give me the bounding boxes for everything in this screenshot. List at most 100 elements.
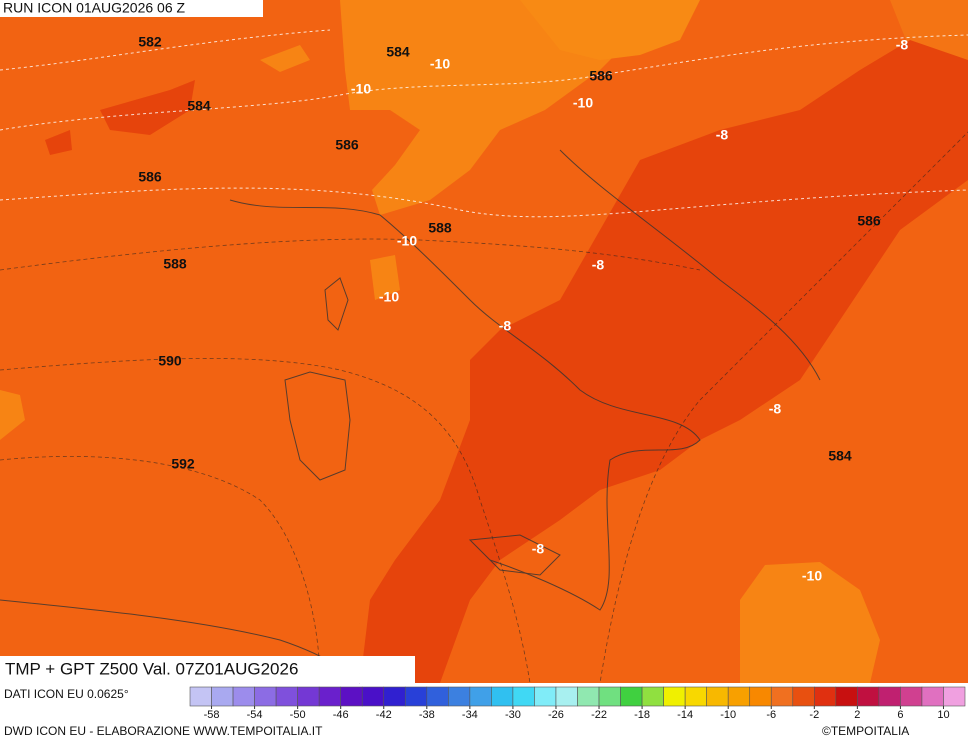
colorbar-swatch <box>900 686 923 707</box>
colorbar-tick-label: -30 <box>505 709 521 721</box>
contour-label: 592 <box>171 456 195 472</box>
contour-line <box>599 131 968 684</box>
colorbar-swatch <box>857 686 880 707</box>
isoline <box>0 187 968 218</box>
colorbar-tick-label: 10 <box>937 709 949 721</box>
colorbar-swatch <box>534 686 557 707</box>
colorbar: -58 -54 -50 -46 -42 -38 -34 -30 -26 -22 -18 -14 -10-… <box>189 686 966 721</box>
colorbar-swatch <box>491 686 514 707</box>
contour-label: 586 <box>138 169 162 185</box>
warm-area <box>740 562 880 683</box>
colorbar-swatch <box>189 686 212 707</box>
coastline <box>229 199 701 611</box>
colorbar-swatch <box>512 686 535 707</box>
temperature-label: -10 <box>351 81 371 97</box>
colorbar-tick-label: -14 <box>677 709 693 721</box>
contour-label: 588 <box>428 220 452 236</box>
colorbar-tick-label: -46 <box>333 709 349 721</box>
temperature-label: -8 <box>896 37 909 53</box>
contour-label: 586 <box>857 213 881 229</box>
colorbar-swatch <box>770 686 794 707</box>
contour-label: 582 <box>138 34 162 50</box>
isotherms <box>0 29 968 218</box>
colorbar-swatch <box>943 686 966 707</box>
run-label: RUN ICON 01AUG2026 06 Z <box>3 0 186 16</box>
colorbar-tick-label: -58 <box>204 709 220 721</box>
colorbar-swatch <box>598 686 621 707</box>
colorbar-swatch <box>878 686 901 707</box>
colorbar-tick-label: -22 <box>591 709 607 721</box>
contour-label: 590 <box>158 353 182 369</box>
colorbar-swatch <box>340 686 363 707</box>
warm-area <box>520 0 700 60</box>
colorbar-tick-label: -54 <box>247 709 263 721</box>
colorbar-swatch <box>254 686 277 707</box>
colorbar-swatch <box>383 686 406 707</box>
header-box <box>0 0 263 17</box>
copyright: ©TEMPOITALIA <box>822 724 909 738</box>
cool-band <box>360 40 968 683</box>
isoline <box>0 34 968 131</box>
colorbar-swatch <box>361 686 385 707</box>
temperature-label: -8 <box>532 541 545 557</box>
colorbar-swatch <box>275 686 298 707</box>
contour-label: 584 <box>386 44 410 60</box>
colorbar-tick-label: -18 <box>634 709 650 721</box>
colorbar-tick-label: -38 <box>419 709 435 721</box>
colorbar-swatch <box>469 686 492 707</box>
colorbar-swatch <box>706 686 729 707</box>
warm-area <box>370 255 400 300</box>
coastline <box>468 534 561 576</box>
colorbar-swatch <box>555 686 578 707</box>
colorbar-swatch <box>727 686 751 707</box>
title-box <box>0 656 415 683</box>
coastline <box>324 277 349 331</box>
colorbar-tick-label: -50 <box>290 709 306 721</box>
colorbar-swatch <box>620 686 643 707</box>
footer: DWD ICON EU - ELABORAZIONE WWW.TEMPOITAL… <box>4 724 323 738</box>
colorbar-swatch <box>232 686 255 707</box>
temperature-label: -8 <box>716 127 729 143</box>
warm-area <box>260 45 310 72</box>
source-label: DATI ICON EU 0.0625° <box>4 687 129 701</box>
colorbar-tick-label: -10 <box>720 709 736 721</box>
cool-area <box>100 80 195 135</box>
colorbar-swatch <box>749 686 772 707</box>
colorbar-swatch <box>663 686 686 707</box>
temperature-label: -10 <box>802 568 822 584</box>
colorbar-swatch <box>835 686 858 707</box>
contour-label: 584 <box>828 448 852 464</box>
temperature-label: -8 <box>499 318 512 334</box>
colorbar-tick-label: -6 <box>766 709 776 721</box>
temperature-label: -10 <box>397 233 417 249</box>
cool-area <box>45 130 72 155</box>
warm-area <box>0 390 25 440</box>
isoline <box>0 29 331 71</box>
colorbar-swatch <box>684 686 707 707</box>
temperature-label: -10 <box>379 289 399 305</box>
temperature-label: -10 <box>430 56 450 72</box>
coastline <box>284 371 351 481</box>
colorbar-tick-label: -2 <box>809 709 819 721</box>
contour-label: 586 <box>589 68 613 84</box>
height-contours <box>0 131 968 684</box>
colorbar-swatch <box>426 686 449 707</box>
colorbar-swatch <box>921 686 944 707</box>
colorbar-swatch <box>792 686 815 707</box>
colorbar-swatch <box>814 686 837 707</box>
map-labels: 582 584 584 586 586 586 586 588 588 590 592 584 -10 -… <box>138 34 908 584</box>
colorbar-swatch <box>577 686 600 707</box>
colorbar-tick-label: -26 <box>548 709 564 721</box>
temperature-label: -8 <box>592 257 605 273</box>
contour-line <box>0 358 531 684</box>
colorbar-swatch <box>318 686 341 707</box>
colorbar-swatch <box>211 686 234 707</box>
contour-label: 584 <box>187 98 211 114</box>
colorbar-swatch <box>404 686 428 707</box>
colorbar-swatch <box>641 686 664 707</box>
chart-title: TMP + GPT Z500 Val. 07Z01AUG2026 <box>5 659 298 678</box>
contour-line <box>0 238 701 271</box>
colorbar-tick-label: -34 <box>462 709 478 721</box>
temperature-label: -8 <box>769 401 782 417</box>
